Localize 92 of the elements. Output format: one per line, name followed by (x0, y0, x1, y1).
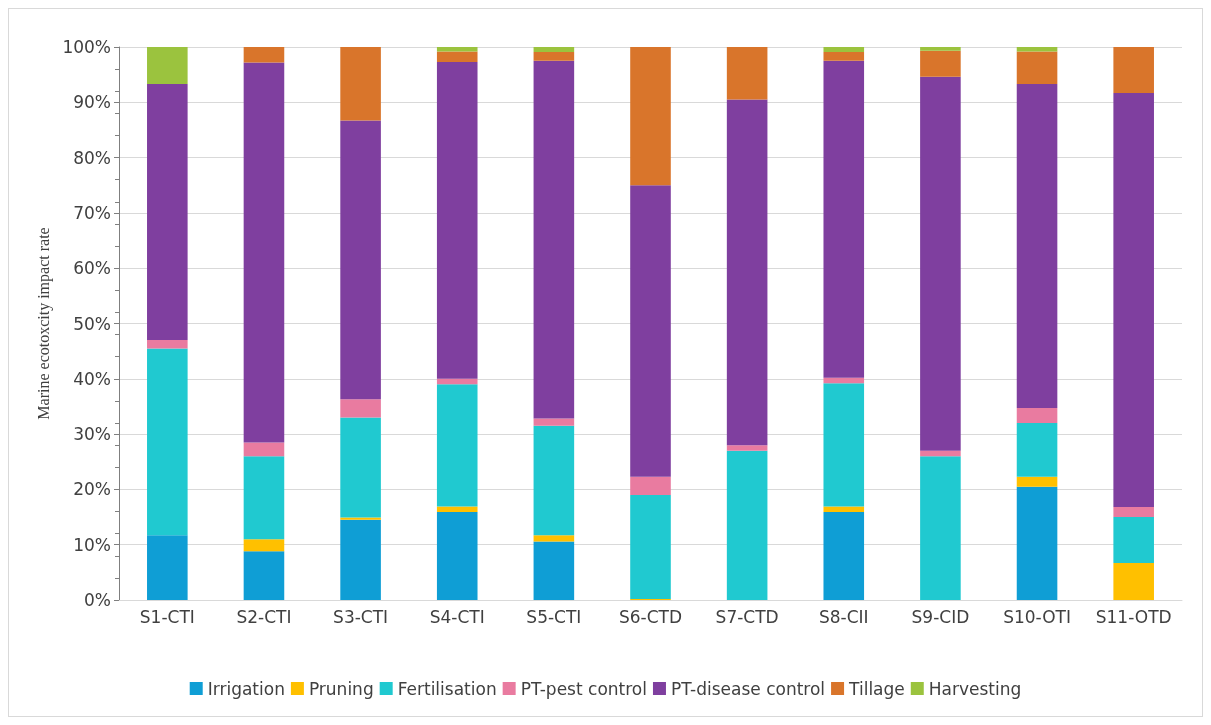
bar (1113, 562, 1154, 600)
bar (823, 506, 865, 513)
bar (1016, 51, 1058, 85)
y-tick-label: 70% (73, 202, 111, 223)
bar (1016, 84, 1058, 409)
bar (243, 551, 285, 600)
bar (243, 62, 285, 443)
bar (340, 47, 381, 121)
bar (920, 50, 961, 77)
bar (630, 185, 671, 477)
x-tick-label: S7-CTD (715, 606, 779, 627)
x-tick-label: S10-OTI (1003, 606, 1071, 627)
bar (726, 450, 768, 600)
legend-label: Harvesting (928, 678, 1022, 699)
y-tick-label: 10% (73, 534, 111, 555)
x-tick-label: S2-CTI (236, 606, 292, 627)
bar (823, 383, 865, 507)
bar (726, 47, 768, 100)
bar (147, 535, 188, 600)
bar (436, 384, 478, 507)
bar (1113, 47, 1154, 93)
bar (920, 450, 961, 457)
bar (147, 340, 188, 349)
bar (533, 535, 575, 542)
bar (726, 445, 768, 451)
bar (533, 51, 575, 61)
bar (436, 378, 478, 385)
bar (340, 517, 381, 520)
bar (920, 47, 961, 51)
bar (1016, 476, 1058, 487)
bar (340, 417, 381, 518)
bar (243, 456, 285, 540)
y-tick-label: 20% (73, 479, 111, 500)
y-tick-label: 100% (62, 37, 111, 57)
bar (630, 47, 671, 186)
bar (630, 494, 671, 599)
y-tick-label: 90% (73, 92, 111, 113)
y-tick-label: 80% (73, 147, 111, 168)
legend-label: Tillage (848, 678, 905, 699)
bar (340, 519, 381, 600)
bar (533, 47, 575, 52)
bar (243, 442, 285, 457)
bar (436, 47, 478, 52)
y-tick-label: 60% (73, 258, 111, 279)
bar (823, 47, 865, 52)
x-tick-label: S9-CID (911, 606, 970, 627)
bar (823, 60, 865, 378)
bar (920, 456, 961, 600)
y-axis-title: Marine ecotoxcity impact rate (35, 227, 53, 420)
bar (726, 99, 768, 446)
bar (340, 399, 381, 418)
bar (823, 51, 865, 61)
x-tick-label: S5-CTI (526, 606, 582, 627)
legend-label: PT-disease control (670, 678, 826, 699)
legend-label: Pruning (308, 678, 374, 699)
x-tick-label: S4-CTI (429, 606, 485, 627)
bar (436, 61, 478, 379)
y-tick-label: 30% (73, 424, 111, 445)
bar (1113, 507, 1154, 518)
bar (920, 76, 961, 451)
legend-label: Irrigation (207, 678, 285, 699)
legend-label: PT-pest control (520, 678, 647, 699)
bar (533, 418, 575, 426)
bar (1113, 92, 1154, 508)
bar (1016, 423, 1058, 477)
bar (1113, 517, 1154, 563)
bar (243, 47, 285, 63)
x-tick-label: S1-CTI (139, 606, 195, 627)
x-tick-label: S8-CII (818, 606, 869, 627)
bar (147, 47, 188, 85)
bar (533, 425, 575, 536)
bar (243, 539, 285, 552)
y-tick-label: 50% (73, 313, 111, 334)
y-tick-label: 40% (73, 368, 111, 389)
bar (340, 120, 381, 400)
y-tick-label: 0% (84, 590, 111, 610)
bar (436, 51, 478, 62)
bar (823, 377, 865, 384)
bar (1016, 486, 1058, 600)
bar (436, 512, 478, 600)
bar (436, 506, 478, 513)
bar (1016, 408, 1058, 424)
bar (147, 348, 188, 536)
bar (823, 512, 865, 600)
bar (630, 476, 671, 495)
x-tick-label: S3-CTI (333, 606, 389, 627)
x-tick-label: S11-OTD (1095, 606, 1172, 627)
x-tick-label: S6-CTD (618, 606, 683, 627)
legend-label: Fertilisation (397, 678, 497, 699)
bar (533, 60, 575, 419)
bar (147, 84, 188, 341)
bar (533, 541, 575, 600)
